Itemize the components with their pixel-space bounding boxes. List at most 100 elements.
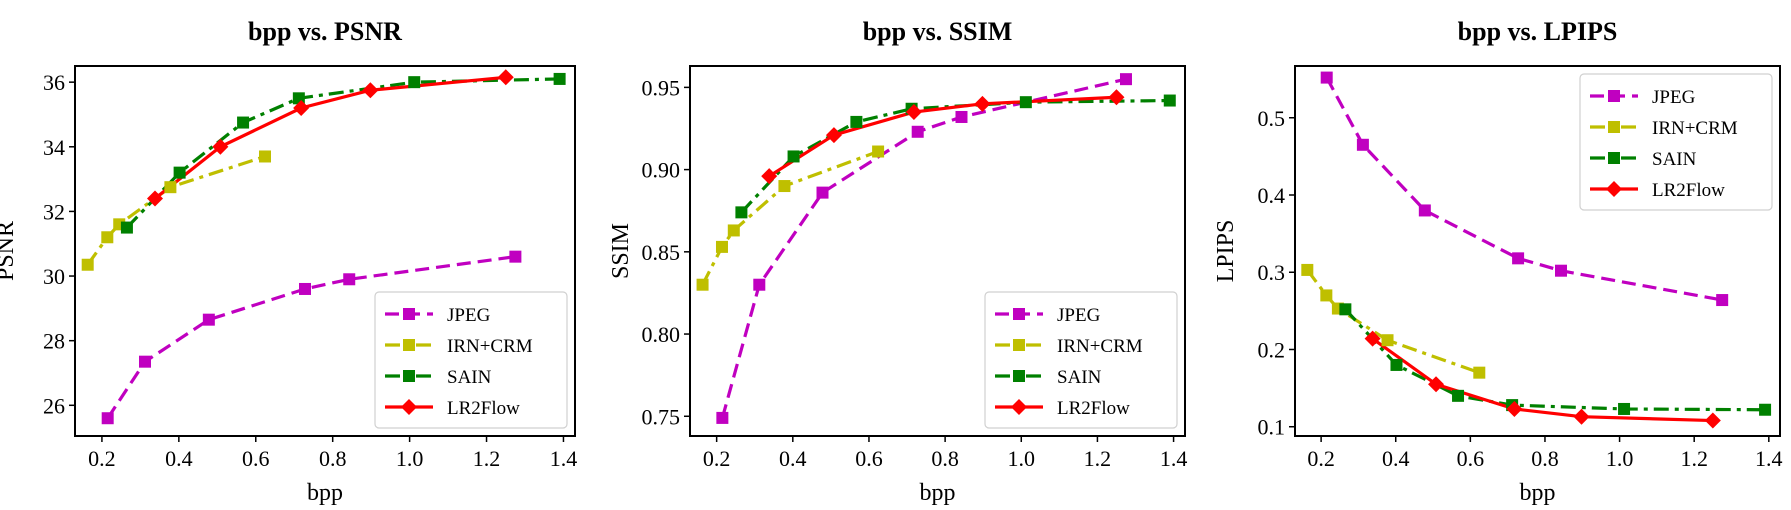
data-point (974, 95, 991, 112)
legend: JPEG IRN+CRM SAIN LR2Flow (1579, 73, 1773, 211)
series-line-sain (1344, 308, 1766, 412)
data-point (259, 150, 271, 163)
data-point (1573, 408, 1590, 425)
data-point (293, 100, 310, 117)
y-axis-label: SSIM (608, 223, 634, 279)
legend-marker (403, 339, 415, 351)
data-point (1320, 289, 1333, 302)
legend-marker (401, 399, 417, 415)
data-point (1108, 89, 1125, 106)
y-tick-label: 0.1 (1258, 415, 1286, 440)
legend-label: SAIN (1057, 367, 1102, 388)
data-point (101, 412, 114, 425)
legend-box (984, 291, 1178, 429)
y-tick-label: 0.85 (642, 240, 681, 265)
series-line-jpeg (720, 77, 1127, 419)
chart-title: bpp vs. LPIPS (1458, 17, 1618, 46)
legend-label: JPEG (447, 305, 491, 326)
legend-marker (1011, 399, 1027, 415)
x-tick-label: 0.2 (1307, 446, 1335, 471)
y-tick-label: 0.3 (1258, 260, 1286, 285)
series-line-irn-crm (1306, 268, 1480, 375)
data-point (497, 69, 514, 86)
data-point (1119, 73, 1132, 86)
data-point (1356, 138, 1369, 151)
series-line-sain (125, 77, 560, 229)
x-tick-label: 0.4 (779, 446, 807, 471)
legend-label: SAIN (447, 367, 492, 388)
data-point (1506, 400, 1523, 417)
data-point (761, 168, 778, 185)
legend-marker (403, 370, 415, 382)
data-point (1320, 71, 1333, 84)
y-tick-label: 34 (43, 135, 65, 160)
x-tick-label: 0.8 (931, 446, 959, 471)
data-point (787, 150, 800, 163)
data-point (850, 115, 863, 128)
data-point (1716, 294, 1729, 307)
legend-label: SAIN (1652, 149, 1697, 170)
data-point (509, 250, 522, 263)
data-point (81, 258, 94, 271)
legend-box (1579, 73, 1773, 211)
data-point (816, 186, 829, 199)
legend-label: LR2Flow (1652, 180, 1725, 201)
data-point (1339, 303, 1352, 316)
data-point (1452, 389, 1465, 402)
x-tick-label: 0.6 (855, 446, 883, 471)
data-point (553, 72, 566, 85)
data-point (120, 221, 133, 234)
chart-title: bpp vs. PSNR (248, 17, 402, 46)
x-tick-label: 0.8 (1531, 446, 1559, 471)
data-point (202, 313, 215, 326)
x-tick-label: 1.2 (1084, 446, 1112, 471)
legend-label: LR2Flow (1057, 398, 1130, 419)
y-tick-label: 36 (43, 70, 65, 95)
y-tick-label: 32 (43, 199, 65, 224)
x-axis-label: bpp (920, 480, 956, 506)
data-point (299, 282, 311, 295)
plot-frame (689, 65, 1186, 437)
legend-label: IRN+CRM (1057, 336, 1143, 357)
x-axis-label: bpp (1520, 480, 1556, 506)
plot-frame (1294, 65, 1781, 437)
data-point (147, 190, 163, 207)
data-point (911, 125, 924, 138)
data-point (237, 116, 250, 129)
legend-label: JPEG (1057, 305, 1101, 326)
x-tick-label: 1.0 (1606, 446, 1634, 471)
series-line-lr2flow (768, 95, 1117, 178)
series-line-irn-crm (86, 154, 266, 266)
x-tick-label: 0.6 (242, 446, 270, 471)
y-tick-label: 30 (43, 264, 65, 289)
y-tick-label: 0.5 (1258, 106, 1286, 131)
y-tick-label: 0.75 (642, 404, 681, 429)
y-tick-label: 0.95 (642, 75, 681, 100)
data-point (1473, 366, 1486, 379)
data-point (173, 166, 186, 179)
legend-label: LR2Flow (447, 398, 520, 419)
data-point (735, 206, 748, 219)
data-point (1555, 264, 1568, 277)
legend: JPEG IRN+CRM SAIN LR2Flow (374, 291, 568, 429)
x-tick-label: 1.4 (1160, 446, 1188, 471)
panel-ssim: bpp vs. SSIM bpp SSIM 0.2 0.4 0.6 0.8 1.0 1.2… (608, 17, 1187, 506)
x-tick-label: 0.6 (1457, 446, 1485, 471)
legend-marker (1608, 152, 1620, 164)
y-tick-label: 26 (43, 393, 65, 418)
x-tick-label: 0.2 (703, 446, 731, 471)
x-axis-label: bpp (307, 480, 343, 506)
legend-marker (1013, 370, 1025, 382)
data-point (1019, 96, 1032, 109)
legend: JPEG IRN+CRM SAIN LR2Flow (984, 291, 1178, 429)
x-tick-label: 1.0 (396, 446, 424, 471)
data-point (696, 278, 709, 291)
data-point (905, 104, 922, 121)
data-point (1759, 403, 1772, 416)
y-tick-label: 0.2 (1258, 337, 1286, 362)
data-point (1618, 402, 1631, 415)
legend-marker (1013, 339, 1025, 351)
data-point (1381, 334, 1394, 347)
data-point (1301, 263, 1314, 276)
